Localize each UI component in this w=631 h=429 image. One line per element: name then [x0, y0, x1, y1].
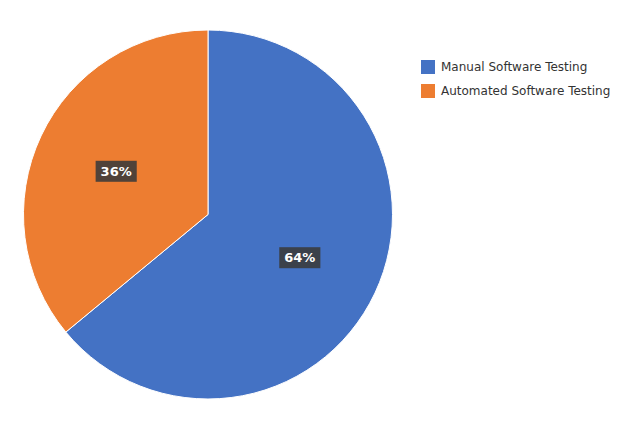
legend: Manual Software Testing Automated Softwar… [421, 60, 610, 98]
data-label-bg [96, 161, 137, 182]
data-label: 36% [101, 164, 132, 179]
data-label-group: 36% [96, 161, 137, 182]
data-label-bg [279, 247, 320, 268]
legend-label: Manual Software Testing [441, 60, 587, 74]
legend-item: Automated Software Testing [421, 84, 610, 98]
pie [23, 30, 392, 399]
slice [23, 30, 208, 332]
legend-item: Manual Software Testing [421, 60, 587, 74]
data-labels: 64% 36% [96, 161, 321, 268]
legend-swatch [421, 60, 435, 74]
legend-label: Automated Software Testing [441, 84, 610, 98]
data-label-group: 64% [279, 247, 320, 268]
data-label: 64% [284, 250, 315, 265]
legend-swatch [421, 84, 435, 98]
chart: 64% 36% Manual Software Testing Automated S… [0, 0, 631, 429]
